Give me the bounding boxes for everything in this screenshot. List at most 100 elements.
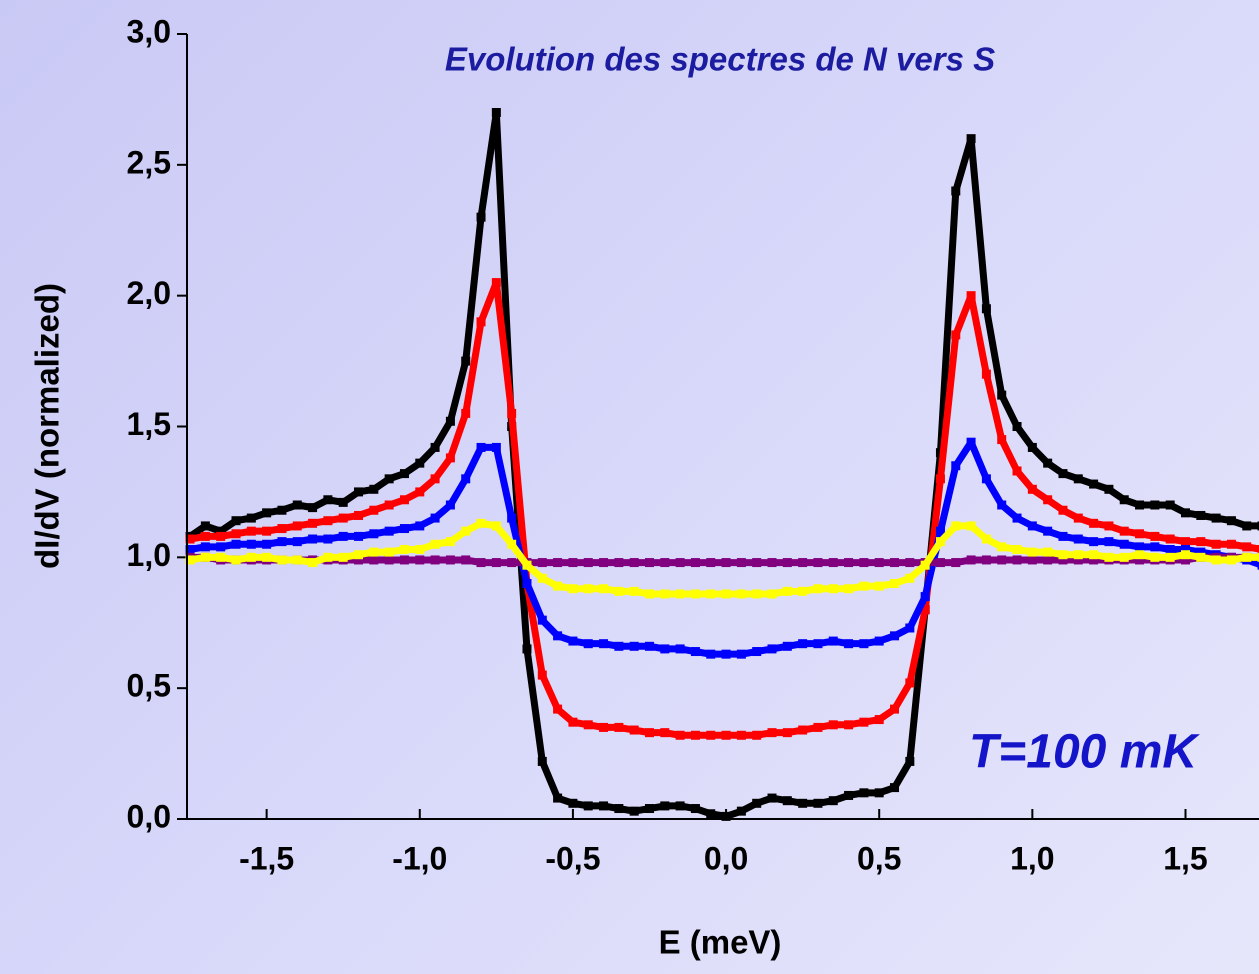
data-point <box>706 558 716 568</box>
data-point <box>476 317 486 327</box>
data-point <box>874 581 884 591</box>
data-point <box>369 547 379 557</box>
y-tick-label: 0,5 <box>127 668 171 704</box>
data-point <box>583 584 593 594</box>
data-point <box>338 552 348 562</box>
data-point <box>660 644 670 654</box>
data-point <box>736 730 746 740</box>
data-point <box>1135 529 1145 539</box>
data-point <box>399 469 409 479</box>
data-point <box>1089 555 1099 565</box>
data-point <box>1180 555 1190 565</box>
data-point <box>798 558 808 568</box>
data-point <box>782 728 792 738</box>
data-point <box>1104 537 1114 547</box>
data-point <box>354 550 364 560</box>
data-point <box>354 555 364 565</box>
data-point <box>629 725 639 735</box>
y-axis-label: dI/dV (normalized) <box>29 283 66 569</box>
data-point <box>905 558 915 568</box>
data-point <box>583 801 593 811</box>
data-point <box>1058 469 1068 479</box>
data-point <box>1242 542 1252 552</box>
data-point <box>1043 555 1053 565</box>
data-point <box>782 641 792 651</box>
data-point <box>491 108 501 117</box>
data-point <box>599 639 609 649</box>
data-point <box>568 584 578 594</box>
data-point <box>1058 555 1068 565</box>
data-point <box>1242 552 1252 562</box>
data-point <box>553 631 563 641</box>
data-point <box>644 804 654 814</box>
data-point <box>828 558 838 568</box>
series-line <box>188 109 1259 820</box>
data-point <box>231 539 241 549</box>
data-point <box>430 539 440 549</box>
data-point <box>507 513 517 523</box>
data-point <box>1196 537 1206 547</box>
data-point <box>1150 500 1160 510</box>
data-point <box>828 796 838 806</box>
data-point <box>553 793 563 803</box>
data-point <box>338 513 348 523</box>
y-tick-label: 2,5 <box>127 144 171 180</box>
data-point <box>767 728 777 738</box>
data-point <box>1257 521 1259 531</box>
data-point <box>660 801 670 811</box>
data-point <box>644 589 654 599</box>
data-point <box>874 788 884 798</box>
data-point <box>445 537 455 547</box>
data-point <box>277 537 287 547</box>
data-point <box>507 539 517 549</box>
data-point <box>1089 479 1099 489</box>
y-tick-label: 1,0 <box>127 537 171 573</box>
data-point <box>981 534 991 544</box>
data-point <box>553 558 563 568</box>
data-point <box>430 442 440 452</box>
data-point <box>721 811 731 821</box>
data-point <box>905 756 915 766</box>
data-point <box>1012 422 1022 431</box>
data-point <box>507 558 517 568</box>
data-point <box>629 806 639 816</box>
data-point <box>216 552 226 562</box>
data-point <box>644 728 654 738</box>
data-point <box>185 555 195 565</box>
x-tick-label: 1,0 <box>1010 840 1054 876</box>
data-point <box>1089 550 1099 560</box>
data-point <box>1196 547 1206 557</box>
data-point <box>415 458 425 468</box>
data-point <box>308 534 318 544</box>
data-point <box>736 589 746 599</box>
data-point <box>277 524 287 534</box>
y-tick-label: 0,0 <box>127 798 171 834</box>
data-point <box>690 647 700 657</box>
data-point <box>277 555 287 565</box>
data-point <box>292 521 302 531</box>
x-tick-label: -1,0 <box>392 840 447 876</box>
data-point <box>507 408 517 418</box>
data-point <box>354 487 364 497</box>
data-point <box>1043 526 1053 536</box>
data-point <box>890 579 900 588</box>
data-point <box>384 526 394 536</box>
data-point <box>1135 542 1145 552</box>
data-point <box>246 552 256 562</box>
data-point <box>1211 555 1221 565</box>
data-point <box>1211 539 1221 549</box>
data-point <box>1180 544 1190 554</box>
data-point <box>813 558 823 568</box>
data-point <box>216 531 226 541</box>
data-point <box>951 461 961 471</box>
data-point <box>675 589 685 599</box>
data-point <box>813 798 823 808</box>
data-point <box>1027 484 1037 494</box>
data-point <box>384 555 394 565</box>
data-point <box>951 558 961 568</box>
data-point <box>966 134 976 144</box>
data-point <box>1104 521 1114 531</box>
data-point <box>736 558 746 568</box>
data-point <box>354 510 364 520</box>
data-point <box>614 641 624 651</box>
